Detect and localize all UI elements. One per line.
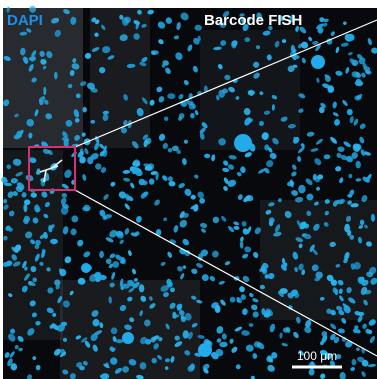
nucleus	[144, 320, 151, 327]
probe-label: Barcode FISH	[204, 12, 302, 29]
nucleus	[139, 284, 145, 292]
micrograph: DAPI Barcode FISH 100 μm	[0, 0, 377, 379]
page: DAPI Barcode FISH 100 μm (() => { const …	[0, 0, 377, 379]
tile	[3, 8, 83, 148]
large-nucleus	[198, 343, 212, 357]
tile	[90, 8, 150, 148]
large-nucleus	[234, 134, 252, 152]
nucleus	[242, 221, 247, 227]
large-nucleus	[122, 332, 134, 344]
nucleus	[298, 185, 305, 194]
scale-bar-label: 100 μm	[297, 349, 337, 363]
nucleus	[90, 120, 95, 124]
large-nucleus	[81, 263, 91, 273]
nucleus	[43, 87, 46, 96]
nucleus	[54, 72, 58, 80]
stain-label: DAPI	[7, 12, 43, 29]
large-nucleus	[311, 55, 325, 69]
nucleus	[333, 287, 337, 293]
